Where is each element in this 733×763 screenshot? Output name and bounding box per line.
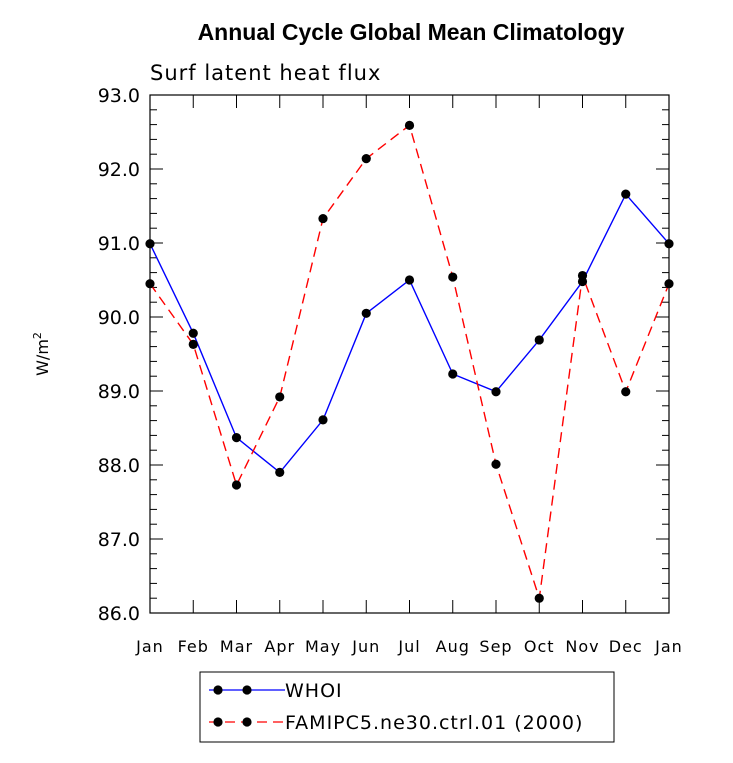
y-tick-label: 86.0 <box>98 603 140 625</box>
x-tick-label: Apr <box>264 637 295 656</box>
data-point-0 <box>621 189 631 199</box>
y-axis-label: W/m2 <box>31 332 52 376</box>
y-axis-label-sup: 2 <box>31 332 44 339</box>
x-tick-label: Jan <box>135 637 164 656</box>
data-point-0 <box>448 369 458 379</box>
legend-label-famip: FAMIPC5.ne30.ctrl.01 (2000) <box>285 712 583 734</box>
data-point-1 <box>404 120 415 130</box>
series-layer <box>145 120 674 603</box>
y-tick-label: 90.0 <box>98 307 140 329</box>
y-axis-label-text: W/m <box>33 339 52 376</box>
x-tick-label: Sep <box>479 637 512 656</box>
legend-marker-famip <box>213 717 223 727</box>
data-point-0 <box>231 433 242 443</box>
data-point-1 <box>231 480 242 490</box>
data-point-0 <box>491 387 501 397</box>
data-point-0 <box>188 328 198 338</box>
y-tick-label: 92.0 <box>98 159 140 181</box>
x-tick-label: Mar <box>220 637 253 656</box>
x-tick-labels: Jan Feb Mar Apr May Jun Jul Aug Sep Oct Nov Dec Jan <box>135 637 683 656</box>
legend-box <box>199 671 615 743</box>
data-point-0 <box>534 335 544 345</box>
series-line-0 <box>149 192 670 474</box>
chart-title: Annual Cycle Global Mean Climatology <box>198 19 625 45</box>
data-point-1 <box>275 392 285 402</box>
data-point-0 <box>145 239 155 249</box>
svg-text:W/m2: W/m2 <box>31 332 52 376</box>
legend: WHOI FAMIPC5.ne30.ctrl.01 (2000) <box>199 671 615 743</box>
y-tick-label: 88.0 <box>98 455 140 477</box>
x-tick-label: Jul <box>397 637 420 656</box>
y-tick-label: 93.0 <box>98 85 140 107</box>
data-point-1 <box>318 213 328 224</box>
x-tick-label: Oct <box>524 637 555 656</box>
legend-marker-whoi <box>242 685 252 695</box>
legend-marker-whoi <box>213 685 223 695</box>
series-line-1 <box>149 124 670 599</box>
x-tick-label: Aug <box>436 637 470 656</box>
y-tick-labels: 86.0 87.0 88.0 89.0 90.0 91.0 92.0 93.0 <box>98 85 140 625</box>
data-point-1 <box>188 339 198 349</box>
legend-marker-famip <box>242 717 252 727</box>
data-point-1 <box>664 279 674 289</box>
data-point-0 <box>361 308 371 318</box>
data-point-1 <box>534 593 544 603</box>
data-point-1 <box>577 270 588 281</box>
data-point-0 <box>664 239 674 249</box>
plot-frame <box>149 94 670 614</box>
y-tick-label: 87.0 <box>98 529 140 551</box>
data-point-0 <box>275 467 285 477</box>
x-tick-label: Jun <box>351 637 380 656</box>
chart-subtitle: Surf latent heat flux <box>150 61 381 85</box>
y-tick-label: 91.0 <box>98 233 140 255</box>
data-point-1 <box>491 459 501 469</box>
data-point-1 <box>361 154 371 164</box>
data-point-0 <box>318 415 328 425</box>
data-point-1 <box>448 272 458 282</box>
legend-label-whoi: WHOI <box>285 680 343 702</box>
x-tick-label: Nov <box>565 637 599 656</box>
data-point-1 <box>621 387 631 397</box>
axis-ticks <box>149 94 670 614</box>
x-tick-label: Feb <box>178 637 209 656</box>
data-point-1 <box>145 279 155 289</box>
x-tick-label: Dec <box>609 637 643 656</box>
x-tick-label: May <box>305 637 341 656</box>
y-tick-label: 89.0 <box>98 381 140 403</box>
x-tick-label: Jan <box>654 637 683 656</box>
data-point-0 <box>404 275 415 285</box>
